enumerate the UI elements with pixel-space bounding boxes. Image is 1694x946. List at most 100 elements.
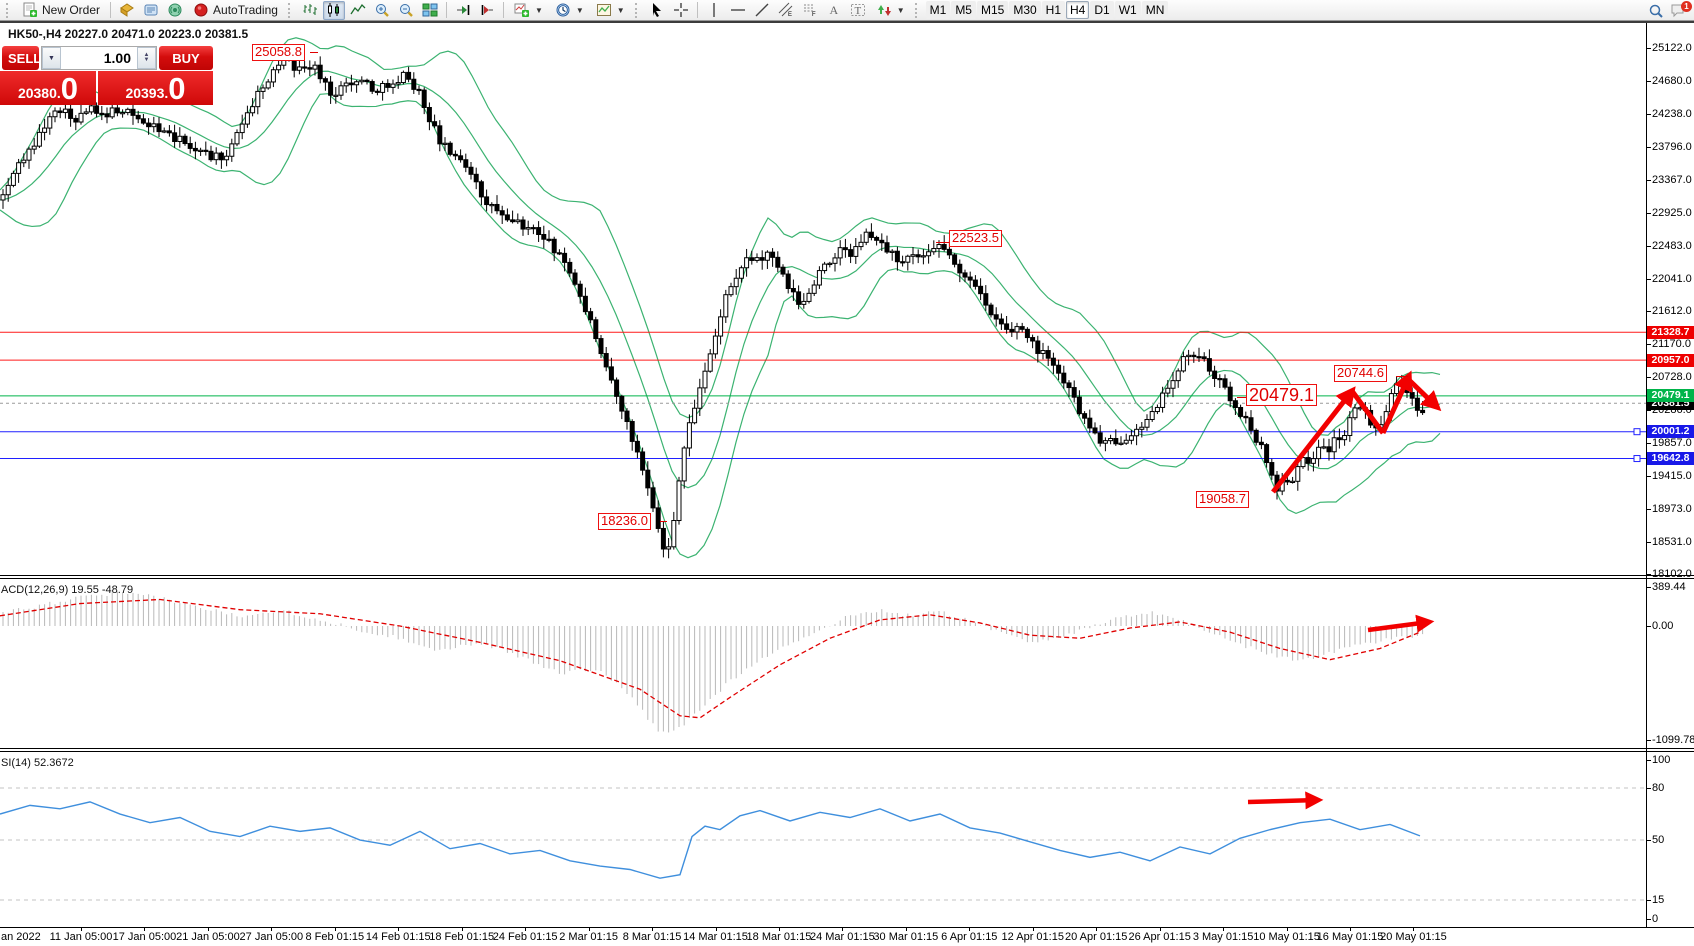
- crosshair-button[interactable]: [670, 1, 692, 20]
- timeframe-button-mn[interactable]: MN: [1141, 1, 1169, 19]
- autotrading-label: AutoTrading: [213, 3, 278, 17]
- candlestick-chart-button[interactable]: [322, 0, 345, 20]
- buy-button[interactable]: BUY: [159, 46, 213, 70]
- indicators-dropdown-caret: ▼: [534, 5, 543, 15]
- tile-windows-icon: [422, 3, 438, 17]
- fibonacci-button[interactable]: F: [799, 1, 821, 20]
- time-axis-tick: [588, 928, 590, 931]
- macd-indicator-label: ACD(12,26,9) 19.55 -48.79: [1, 584, 134, 596]
- cursor-icon: [652, 3, 661, 17]
- panel-separator[interactable]: [0, 748, 1694, 752]
- price-axis-tick: [1646, 442, 1651, 444]
- horizontal-line-icon: [730, 9, 745, 11]
- price-badge: 20001.2: [1647, 425, 1694, 439]
- trend-arrow-annotation[interactable]: [1271, 370, 1442, 494]
- macd-axis-tick: [1646, 626, 1651, 627]
- horizontal-line-button[interactable]: [727, 1, 749, 20]
- line-handle[interactable]: [1633, 428, 1641, 436]
- periods-button[interactable]: ▼: [550, 1, 589, 20]
- bar-chart-button[interactable]: [299, 1, 321, 20]
- svg-text:A: A: [829, 3, 838, 17]
- rsi-panel[interactable]: [0, 752, 1646, 927]
- toolbar-grip[interactable]: [914, 2, 921, 18]
- volume-dropdown-button[interactable]: ▼: [42, 47, 61, 69]
- search-icon[interactable]: [1648, 3, 1664, 19]
- wallet-button[interactable]: [116, 1, 138, 20]
- templates-icon: [596, 4, 611, 16]
- svg-text:E: E: [788, 12, 792, 18]
- time-axis-label: 11 Jan 05:00: [49, 931, 113, 943]
- timeframe-button-m5[interactable]: M5: [951, 1, 976, 19]
- rsi-line: [0, 801, 1421, 879]
- chart-shift-button[interactable]: [476, 1, 498, 20]
- price-badge: 19642.8: [1647, 452, 1694, 466]
- arrows-button[interactable]: ▼: [871, 1, 910, 20]
- spinner-down-icon: ▼: [143, 57, 150, 63]
- rsi-arrow-annotation[interactable]: [1247, 791, 1324, 810]
- cursor-button[interactable]: [646, 1, 668, 20]
- timeframe-group: M1 M5 M15 M30 H1 H4 D1 W1 MN: [925, 1, 1169, 19]
- volume-spinner[interactable]: ▲ ▼: [137, 47, 156, 69]
- toolbar-grip[interactable]: [634, 2, 641, 18]
- price-axis-label: 23796.0: [1652, 141, 1692, 154]
- line-chart-button[interactable]: [347, 1, 369, 20]
- time-axis-label: 14 Feb 01:15: [365, 931, 431, 943]
- volume-input[interactable]: 1.00: [103, 50, 131, 66]
- rsi-axis-label: 80: [1652, 782, 1665, 794]
- text-label-button[interactable]: T: [847, 1, 869, 20]
- price-axis-label: 22925.0: [1652, 206, 1692, 219]
- price-badge: 20479.1: [1647, 389, 1694, 403]
- toolbar-right-group: 1: [1648, 0, 1692, 21]
- timeframe-button-m1[interactable]: M1: [925, 1, 951, 19]
- text-button[interactable]: A: [823, 1, 845, 20]
- panel-separator[interactable]: [0, 575, 1694, 579]
- zoom-out-button[interactable]: [395, 1, 417, 20]
- line-handle[interactable]: [1633, 455, 1641, 463]
- price-axis-label: 21170.0: [1652, 338, 1691, 351]
- sell-price-display[interactable]: 20380. 0: [0, 71, 96, 105]
- vertical-line-button[interactable]: [703, 1, 725, 20]
- time-axis-tick: [1032, 928, 1034, 931]
- time-axis-label: 20 Apr 01:15: [1064, 931, 1128, 943]
- timeframe-button-m15[interactable]: M15: [976, 1, 1009, 19]
- zoom-in-icon: [375, 4, 389, 17]
- metaeditor-button[interactable]: [140, 1, 162, 20]
- notifications-button[interactable]: 1: [1670, 0, 1692, 20]
- timeframe-button-h4[interactable]: H4: [1066, 1, 1090, 19]
- time-axis-tick: [144, 928, 146, 931]
- chevron-down-icon: ▼: [48, 54, 55, 62]
- periods-icon: [556, 3, 570, 17]
- autotrading-button[interactable]: AutoTrading: [188, 1, 283, 20]
- price-axis-label: 18102.0: [1652, 568, 1692, 580]
- templates-button[interactable]: ▼: [591, 1, 630, 20]
- sell-button[interactable]: SELL: [2, 46, 41, 70]
- candlestick-chart-icon: [327, 3, 339, 17]
- tile-windows-button[interactable]: [419, 1, 441, 20]
- price-chart-panel[interactable]: [0, 22, 1646, 576]
- zoom-in-button[interactable]: [371, 1, 393, 20]
- trendline-button[interactable]: [751, 1, 773, 20]
- macd-axis-label: -1099.78: [1652, 734, 1694, 746]
- timeframe-button-d1[interactable]: D1: [1090, 1, 1114, 19]
- toolbar-grip[interactable]: [6, 2, 12, 18]
- trade-prices-row: 20380. 0 20393. 0: [0, 71, 213, 105]
- horizontal-level-lines[interactable]: [0, 331, 1646, 463]
- auto-scroll-button[interactable]: [452, 1, 474, 20]
- new-order-button[interactable]: New Order: [17, 1, 105, 20]
- macd-arrow-annotation[interactable]: [1367, 614, 1435, 633]
- macd-axis-tick: [1646, 740, 1651, 741]
- signals-button[interactable]: [164, 1, 186, 20]
- macd-axis-label: 389.44: [1652, 581, 1686, 593]
- spinner-up-icon: ▲: [143, 52, 150, 58]
- macd-panel[interactable]: [0, 579, 1646, 748]
- wallet-icon: [120, 3, 134, 17]
- vertical-line-icon: [713, 3, 715, 17]
- indicators-button[interactable]: ▼: [509, 1, 548, 20]
- channel-button[interactable]: E: [775, 1, 797, 20]
- buy-price-display[interactable]: 20393. 0: [98, 71, 213, 105]
- crosshair-icon: [673, 3, 688, 17]
- timeframe-button-m30[interactable]: M30: [1009, 1, 1041, 19]
- toolbar-grip[interactable]: [287, 2, 294, 18]
- timeframe-button-h1[interactable]: H1: [1041, 1, 1066, 19]
- timeframe-button-w1[interactable]: W1: [1114, 1, 1141, 19]
